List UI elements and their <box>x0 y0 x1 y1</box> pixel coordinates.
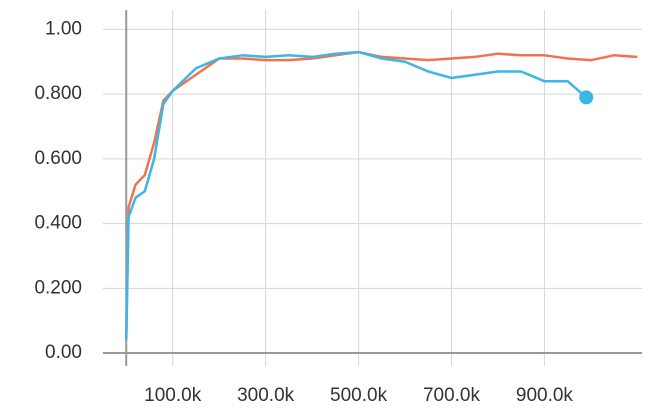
end-marker <box>579 90 594 105</box>
x-tick-label: 900.0k <box>516 385 574 406</box>
series-line <box>124 50 638 341</box>
y-tick-label: 0.600 <box>34 148 82 169</box>
series-line <box>124 50 588 341</box>
x-tick-label: 700.0k <box>423 385 481 406</box>
y-tick-label: 0.00 <box>45 342 82 363</box>
y-tick-label: 0.800 <box>34 83 82 104</box>
y-tick-label: 0.400 <box>34 213 82 234</box>
x-tick-label: 300.0k <box>237 385 295 406</box>
y-tick-label: 1.00 <box>45 18 82 39</box>
y-tick-label: 0.200 <box>34 277 82 298</box>
x-tick-label: 100.0k <box>144 385 202 406</box>
x-tick-label: 500.0k <box>330 385 388 406</box>
